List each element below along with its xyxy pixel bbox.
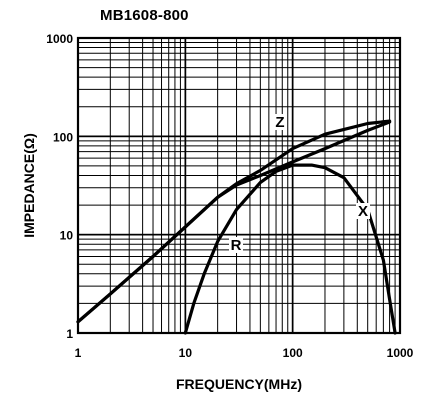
curve-label-bg xyxy=(273,114,287,130)
y-axis-title: IMPEDANCE(Ω) xyxy=(21,133,37,238)
y-tick-label: 10 xyxy=(60,229,74,243)
y-tick-label: 1000 xyxy=(46,32,73,46)
x-tick-label: 1000 xyxy=(387,346,414,360)
plot-frame xyxy=(76,36,402,335)
series-line-x xyxy=(76,120,392,324)
curve-label-bg xyxy=(356,203,370,219)
curve-label-z: Z xyxy=(275,114,284,131)
curve-label-r: R xyxy=(231,237,242,254)
x-tick-label: 100 xyxy=(283,346,303,360)
curve-label-x: X xyxy=(358,203,368,220)
chart-title: MB1608-800 xyxy=(100,7,189,24)
x-tick-label: 10 xyxy=(179,346,193,360)
x-tick-label: 1 xyxy=(75,346,82,360)
y-tick-label: 100 xyxy=(53,130,73,144)
series-line-r xyxy=(183,163,397,335)
x-axis-title: FREQUENCY(MHz) xyxy=(176,376,302,392)
curve-label-bg xyxy=(229,237,243,253)
y-tick-label: 1 xyxy=(66,327,73,341)
